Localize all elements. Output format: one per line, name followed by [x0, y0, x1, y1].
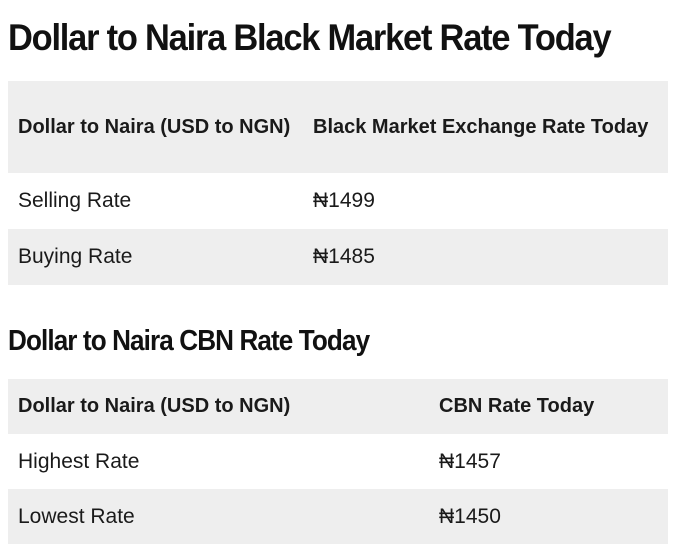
table-header-row: Dollar to Naira (USD to NGN) Black Marke…	[8, 81, 668, 173]
table-row-selling-rate: Selling Rate ₦1499	[8, 173, 668, 229]
black-market-title: Dollar to Naira Black Market Rate Today	[8, 17, 612, 58]
table-header-row: Dollar to Naira (USD to NGN) CBN Rate To…	[8, 379, 668, 434]
row-label: Highest Rate	[18, 449, 140, 473]
row-value: ₦1485	[313, 245, 375, 268]
column-header-cbn-rate: CBN Rate Today	[439, 395, 595, 417]
table-row-lowest-rate: Lowest Rate ₦1450	[8, 489, 668, 544]
row-label: Buying Rate	[18, 245, 133, 268]
table-row-highest-rate: Highest Rate ₦1457	[8, 434, 668, 489]
black-market-rate-table: Dollar to Naira (USD to NGN) Black Marke…	[8, 81, 668, 285]
column-header-black-market-rate: Black Market Exchange Rate Today	[313, 115, 649, 138]
row-value: ₦1499	[313, 189, 375, 212]
row-label: Selling Rate	[18, 189, 132, 212]
cbn-rate-table: Dollar to Naira (USD to NGN) CBN Rate To…	[8, 379, 668, 544]
column-header-currency-pair: Dollar to Naira (USD to NGN)	[18, 395, 291, 417]
column-header-currency-pair: Dollar to Naira (USD to NGN)	[18, 115, 291, 138]
table-row-buying-rate: Buying Rate ₦1485	[8, 229, 668, 285]
row-label: Lowest Rate	[18, 504, 135, 528]
cbn-rate-title: Dollar to Naira CBN Rate Today	[8, 325, 370, 357]
row-value: ₦1457	[439, 449, 501, 473]
row-value: ₦1450	[439, 504, 501, 528]
